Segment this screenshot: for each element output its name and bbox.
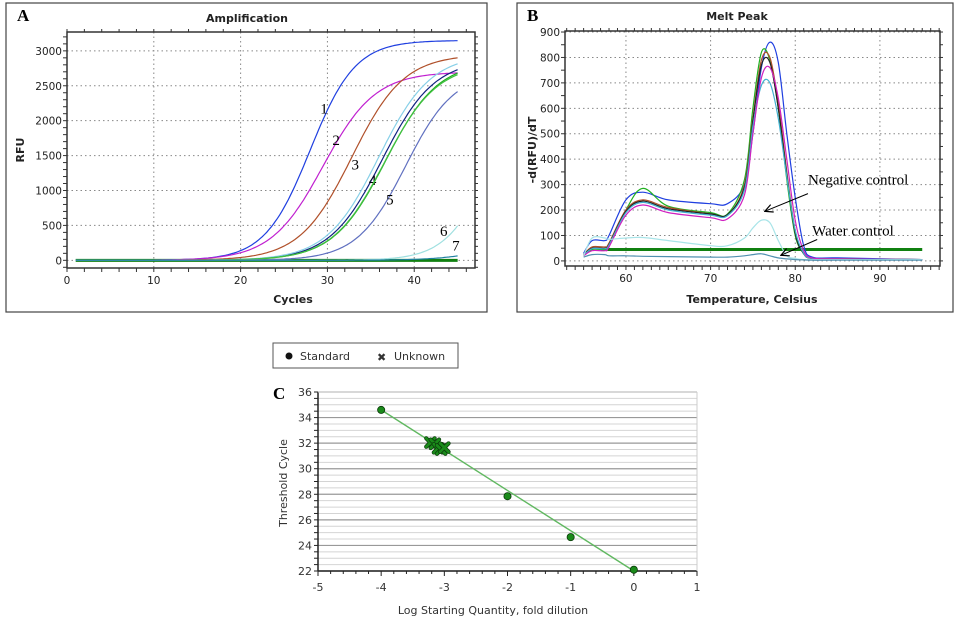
x-tick-label: 90	[873, 273, 886, 285]
unknown-point	[438, 442, 450, 454]
y-tick-label: 1500	[35, 151, 62, 163]
legend-label-unknown: Unknown	[394, 350, 445, 363]
annotation-water-control: Water control	[812, 223, 894, 239]
curve-label: 5	[386, 192, 394, 208]
panel-a-amplification: A Amplification 0 10 20 30 40 0 500 1000 1500 2000 2…	[5, 2, 488, 313]
y-tick-label: 200	[540, 205, 560, 217]
y-tick-label: 300	[540, 180, 560, 192]
x-tick-label: 0	[64, 275, 71, 287]
y-axis-label: -d(RFU)/dT	[526, 116, 539, 183]
y-tick-label: 24	[298, 539, 312, 552]
curve-label: 3	[351, 158, 359, 174]
x-tick-label: -4	[376, 581, 387, 594]
panel-label: C	[273, 384, 285, 403]
annotation-arrow	[765, 193, 809, 212]
annotation-negative-control: Negative control	[808, 173, 908, 189]
x-axis-label: Log Starting Quantity, fold dilution	[398, 604, 588, 617]
y-tick-label: 900	[540, 27, 560, 39]
y-tick-label: 500	[42, 220, 62, 232]
y-tick-label: 1000	[35, 185, 62, 197]
x-axis-label: Cycles	[273, 293, 313, 306]
regression-line	[380, 409, 635, 572]
y-tick-label: 32	[298, 437, 312, 450]
x-tick-label: 10	[147, 275, 160, 287]
chart-title: Amplification	[206, 12, 288, 25]
y-axis-label: Threshold Cycle	[277, 439, 290, 528]
y-tick-label: 34	[298, 412, 312, 425]
x-tick-label: -1	[565, 581, 576, 594]
amplification-curve-7	[75, 255, 458, 261]
legend-frame	[272, 342, 459, 369]
panel-a-frame	[5, 2, 488, 313]
y-tick-label: 3000	[35, 46, 62, 58]
annotation-arrow	[781, 239, 818, 255]
melt-curve-sample-cyan	[583, 78, 923, 261]
x-tick-label: 20	[234, 275, 247, 287]
x-tick-label: 70	[704, 273, 717, 285]
y-tick-label: 400	[540, 154, 560, 166]
y-tick-label: 700	[540, 78, 560, 90]
x-tick-label: 80	[789, 273, 802, 285]
x-tick-label: -2	[502, 581, 513, 594]
melt-curve-sample-magenta	[583, 65, 923, 261]
y-tick-label: 2000	[35, 116, 62, 128]
curve-label: 6	[440, 224, 448, 240]
curve-label: 1	[320, 102, 328, 118]
y-tick-label: 600	[540, 103, 560, 115]
legend: Standard ✖ Unknown	[272, 342, 459, 369]
y-tick-label: 28	[298, 488, 312, 501]
x-tick-label: 30	[321, 275, 334, 287]
y-tick-label: 30	[298, 463, 312, 476]
plot-area-border	[66, 31, 476, 269]
chart-title: Melt Peak	[706, 10, 768, 23]
y-tick-label: 100	[540, 230, 560, 242]
panel-c-standard-curve: Standard ✖ Unknown C -5 -4 -3 -2 -1 0 1 22 24 26 28 30 3…	[272, 342, 701, 617]
curve-label: 4	[369, 173, 377, 189]
melt-curve-water-control	[583, 253, 923, 261]
x-tick-label: -3	[439, 581, 450, 594]
y-tick-label: 0	[553, 256, 560, 268]
x-tick-label: 1	[694, 581, 701, 594]
y-tick-label: 500	[540, 129, 560, 141]
y-tick-label: 36	[298, 386, 312, 399]
standard-point	[629, 565, 638, 574]
curve-label: 2	[332, 133, 340, 149]
panel-label: A	[17, 6, 30, 25]
y-tick-label: 26	[298, 514, 312, 527]
y-tick-label: 2500	[35, 81, 62, 93]
x-axis-label: Temperature, Celsius	[686, 293, 818, 306]
y-tick-label: 22	[298, 565, 312, 578]
legend-circle-marker	[285, 352, 293, 360]
panel-label: B	[527, 6, 538, 25]
legend-label-standard: Standard	[300, 350, 350, 363]
x-tick-label: 60	[619, 273, 632, 285]
standard-point	[377, 405, 386, 414]
y-tick-label: 800	[540, 52, 560, 64]
x-tick-label: 40	[408, 275, 421, 287]
standard-point	[566, 533, 575, 542]
y-tick-label: 0	[55, 255, 62, 267]
x-tick-label: 0	[630, 581, 637, 594]
y-axis-label: RFU	[14, 138, 27, 163]
curve-label: 7	[452, 239, 460, 255]
x-tick-label: -5	[313, 581, 324, 594]
legend-cross-marker: ✖	[377, 351, 386, 364]
standard-point	[503, 492, 512, 501]
